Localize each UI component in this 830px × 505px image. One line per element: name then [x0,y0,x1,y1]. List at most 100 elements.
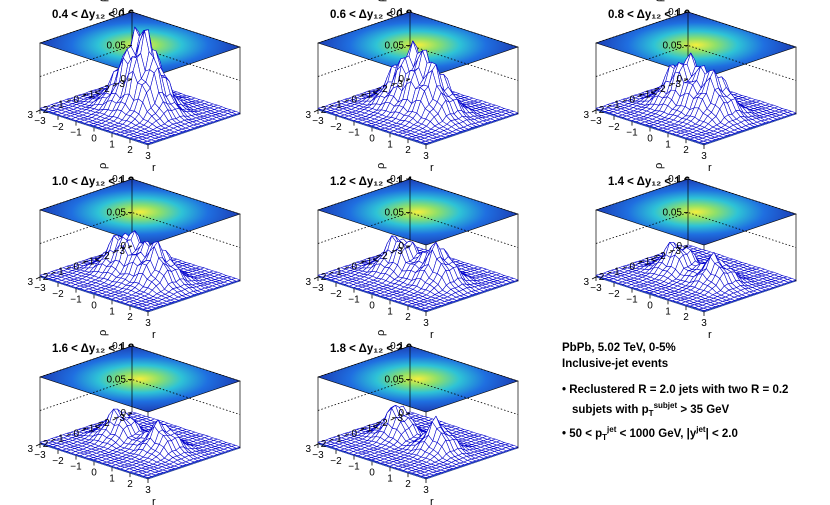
y-tick-label: 3 [27,277,33,288]
x-tick-label: 2 [405,312,411,323]
z-gridline [39,45,241,81]
y-tick-label: 1 [336,100,342,111]
x-tick-label: −2 [52,289,64,300]
z-axis-label: ρ [375,330,387,336]
x-tick-label: 2 [127,479,133,490]
z-tick-label: 0.1 [112,7,126,18]
x-tick-label: −2 [330,289,342,300]
x-tick-label: 2 [127,145,133,156]
z-tick-label: 0.05 [107,375,127,386]
x-tick-label: 1 [387,306,393,317]
x-axis-label: r [152,162,156,174]
y-tick-label: 1 [58,434,64,445]
x-tick-label: −2 [330,122,342,133]
top-projection-heatmap [317,178,519,246]
y-tick [81,94,87,97]
x-tick-label: −3 [34,283,46,294]
x-tick-label: −2 [330,456,342,467]
x-tick-label: 3 [423,151,429,162]
x-tick-label: 0 [647,301,653,312]
x-tick-label: −1 [70,462,82,473]
y-tick-label: 0 [629,95,635,106]
x-tick-label: 3 [145,151,151,162]
x-tick-label: 2 [683,312,689,323]
top-projection-heatmap [39,178,241,246]
panel-4: 1.0 < Δy₁₂ < 1.200.050.1ρ−3−2−10123r−3−2… [27,163,241,341]
y-tick-label: −2 [98,84,110,95]
x-tick-label: −2 [52,122,64,133]
top-projection-heatmap [595,178,797,246]
z-tick-label: 0.1 [390,174,404,185]
x-tick-label: 0 [647,134,653,145]
y-tick-label: 3 [583,277,589,288]
x-tick-label: 1 [109,139,115,150]
x-tick-label: 2 [683,145,689,156]
y-tick [591,109,597,113]
y-tick [127,78,133,82]
z-tick-label: 0.05 [385,41,405,52]
x-tick-label: −3 [590,283,602,294]
x-axis-label: r [430,496,434,505]
y-tick-label: 1 [58,100,64,111]
x-tick-label: 0 [91,468,97,479]
y-tick-label: 3 [305,277,311,288]
y-tick-label: 3 [305,110,311,121]
z-gridline [39,11,241,48]
z-tick-label: 0.05 [107,41,127,52]
x-tick-label: −1 [348,128,360,139]
x-tick-label: −3 [312,283,324,294]
x-tick-label: −1 [626,128,638,139]
y-tick-label: 2 [43,439,49,450]
x-tick-label: 3 [423,485,429,496]
x-tick-label: 0 [369,134,375,145]
surface-mesh [317,40,519,144]
z-tick-label: 0.1 [390,7,404,18]
x-tick-label: 0 [369,468,375,479]
panel-8: 1.8 < Δy₁₂ < 2.000.050.1ρ−3−2−10123r−3−2… [305,330,519,505]
x-tick-label: 1 [665,306,671,317]
y-tick-label: −1 [83,89,95,100]
panel-6: 1.4 < Δy₁₂ < 1.600.050.1ρ−3−2−10123r−3−2… [583,163,797,341]
y-tick-label: 0 [351,262,357,273]
y-tick [313,109,319,113]
x-tick-label: −1 [348,295,360,306]
x-axis-label: r [430,329,434,341]
x-tick-label: −1 [70,128,82,139]
y-tick [313,276,319,280]
y-tick-label: 0 [73,262,79,273]
x-tick-label: 2 [405,479,411,490]
x-tick-label: −3 [590,116,602,127]
x-tick-label: 2 [127,312,133,323]
x-tick-label: 1 [665,139,671,150]
z-axis-label: ρ [653,0,665,2]
x-tick-label: 3 [701,151,707,162]
y-tick-label: 2 [321,272,327,283]
z-tick-label: 0.05 [663,208,683,219]
x-tick-label: −1 [348,462,360,473]
z-axis-label: ρ [97,330,109,336]
y-tick-label: 0 [629,262,635,273]
z-tick-label: 0.1 [112,174,126,185]
z-axis-label: ρ [97,0,109,2]
y-tick-label: −3 [114,79,126,90]
x-tick-label: 0 [369,301,375,312]
x-axis-label: r [430,162,434,174]
x-tick-label: 0 [91,134,97,145]
y-tick-label: 1 [336,267,342,278]
x-tick-label: 3 [145,485,151,496]
y-tick [97,88,102,92]
y-tick-label: 2 [599,272,605,283]
y-tick-label: 1 [614,100,620,111]
z-tick-label: 0.05 [385,208,405,219]
x-tick-label: 0 [91,301,97,312]
x-tick-label: −3 [34,116,46,127]
y-tick-label: 2 [43,272,49,283]
z-gridline [317,11,519,48]
x-tick-label: −2 [608,289,620,300]
x-tick-label: 1 [387,473,393,484]
top-projection-heatmap [39,345,241,413]
x-tick-label: 1 [109,306,115,317]
z-tick-label: 0.05 [385,375,405,386]
y-tick-label: 2 [321,105,327,116]
